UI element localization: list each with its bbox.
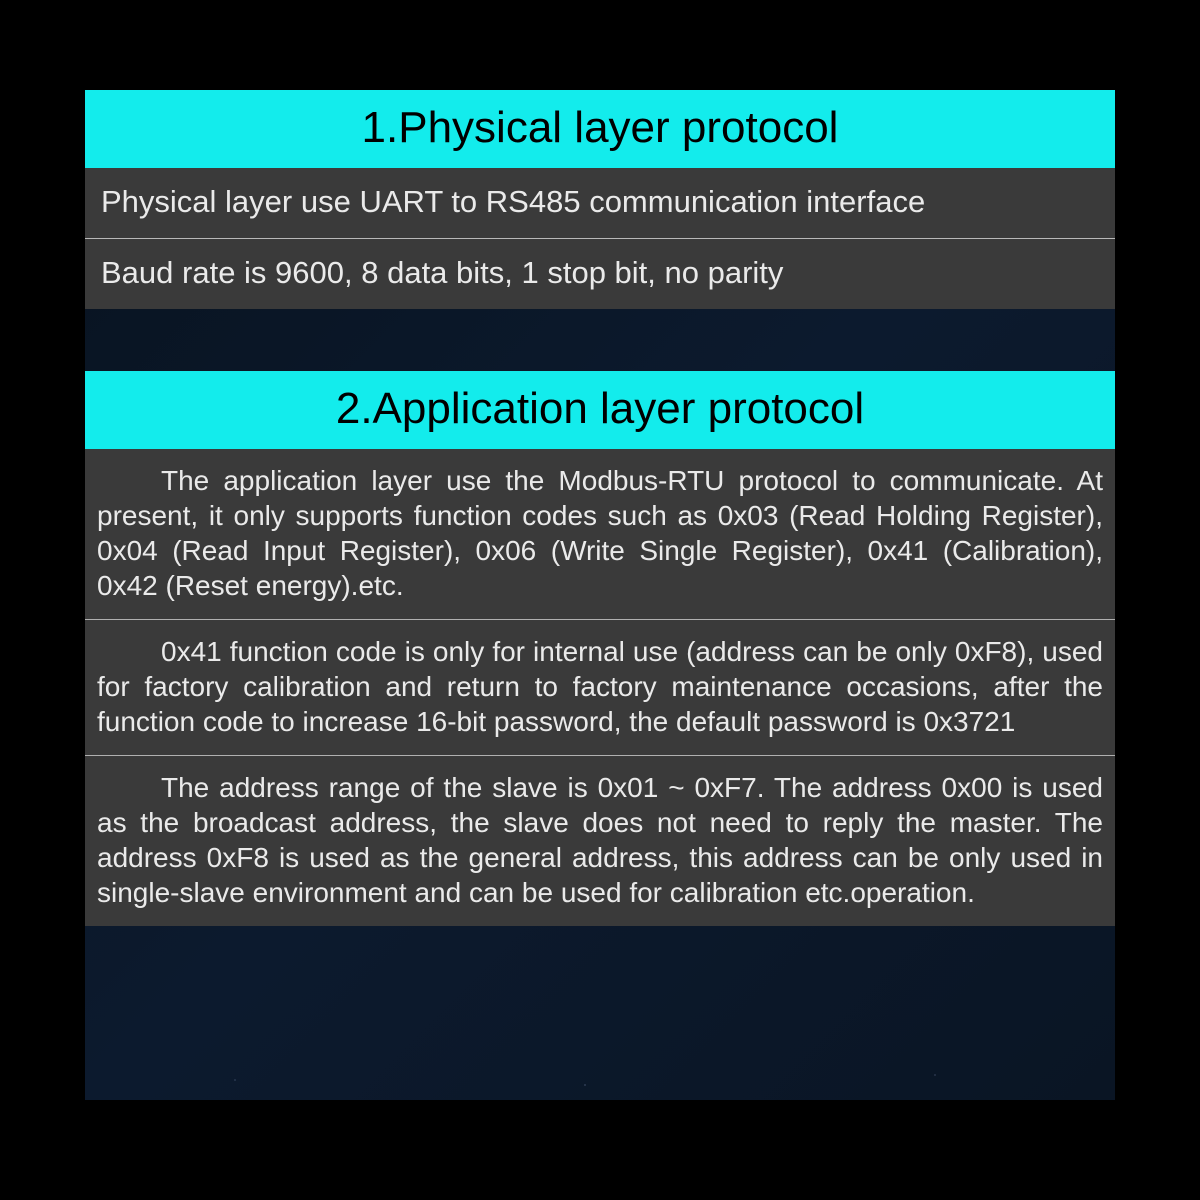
para-text: 0x41 function code is only for internal …	[97, 636, 1103, 737]
para-text: The address range of the slave is 0x01 ~…	[97, 772, 1103, 908]
section-gap	[85, 309, 1115, 371]
section1-row-0: Physical layer use UART to RS485 communi…	[85, 168, 1115, 239]
section1-row-1: Baud rate is 9600, 8 data bits, 1 stop b…	[85, 239, 1115, 309]
section1-title: 1.Physical layer protocol	[85, 90, 1115, 168]
page-root: 1.Physical layer protocol Physical layer…	[0, 0, 1200, 1200]
para-text: The application layer use the Modbus-RTU…	[97, 465, 1103, 601]
protocol-panel: 1.Physical layer protocol Physical layer…	[85, 90, 1115, 1100]
section2-title: 2.Application layer protocol	[85, 371, 1115, 449]
section2-para-0: The application layer use the Modbus-RTU…	[85, 449, 1115, 620]
section2-para-1: 0x41 function code is only for internal …	[85, 620, 1115, 756]
section2-para-2: The address range of the slave is 0x01 ~…	[85, 756, 1115, 926]
